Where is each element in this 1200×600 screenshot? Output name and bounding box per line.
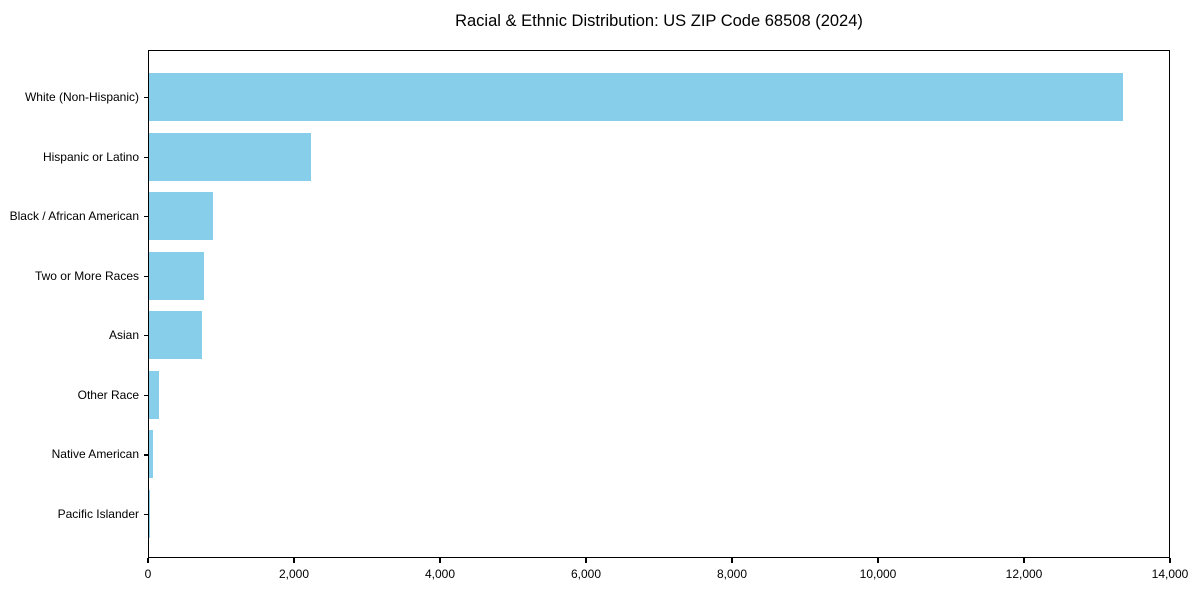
y-tick-mark	[144, 156, 148, 158]
x-tick-label: 6,000	[570, 567, 602, 581]
x-tick-label: 14,000	[1151, 567, 1189, 581]
y-tick-label: Pacific Islander	[57, 507, 139, 521]
x-tick-label: 2,000	[278, 567, 310, 581]
y-tick-mark	[144, 335, 148, 337]
bar	[149, 311, 203, 360]
x-tick-mark	[1169, 558, 1171, 563]
bar	[149, 251, 205, 300]
x-tick-mark	[293, 558, 295, 563]
y-tick-mark	[144, 216, 148, 218]
y-tick-mark	[144, 394, 148, 397]
x-tick-label: 4,000	[424, 567, 456, 581]
y-tick-label: Two or More Races	[34, 268, 139, 283]
bar	[149, 370, 160, 419]
bar	[149, 192, 213, 241]
bar	[149, 73, 1123, 121]
y-tick-label: Black / African American	[9, 209, 139, 224]
y-tick-mark	[144, 514, 148, 516]
x-tick-label: 8,000	[716, 567, 748, 581]
x-tick-mark	[439, 558, 441, 563]
chart-title: Racial & Ethnic Distribution: US ZIP Cod…	[455, 12, 863, 30]
y-tick-label: Asian	[108, 328, 139, 343]
x-tick-label: 0	[144, 567, 152, 581]
bar	[149, 132, 312, 181]
bar	[149, 430, 154, 479]
y-tick-mark	[144, 97, 148, 99]
plot-area	[148, 50, 1170, 558]
x-tick-mark	[1023, 558, 1025, 563]
y-tick-label: White (Non-Hispanic)	[24, 90, 139, 104]
y-tick-label: Hispanic or Latino	[42, 149, 139, 164]
x-tick-label: 10,000	[859, 567, 897, 581]
y-tick-mark	[144, 454, 148, 456]
x-tick-mark	[877, 558, 879, 563]
y-tick-label: Other Race	[77, 387, 139, 402]
x-tick-label: 12,000	[1005, 567, 1043, 581]
x-tick-mark	[731, 558, 733, 563]
x-tick-mark	[147, 558, 149, 563]
y-tick-mark	[144, 275, 148, 277]
y-tick-label: Native American	[51, 447, 139, 462]
x-tick-mark	[585, 558, 587, 563]
bar	[149, 490, 150, 538]
